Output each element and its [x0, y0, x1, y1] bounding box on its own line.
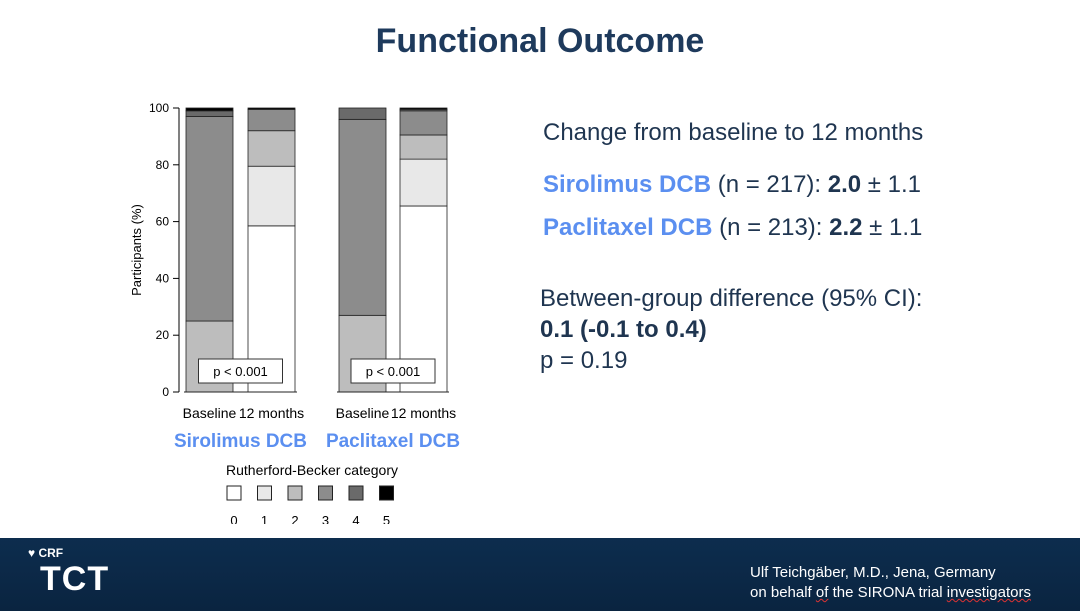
sirolimus-result: Sirolimus DCB (n = 217): 2.0 ± 1.1 [543, 171, 921, 199]
p-value-label-1: p < 0.001 [366, 364, 421, 379]
group-label-1: Paclitaxel DCB [326, 431, 460, 452]
heart-icon: ♥ [28, 546, 36, 560]
author-line-2-inv: investigators [946, 584, 1031, 601]
bar-2-segment-cat-3 [338, 118, 387, 316]
diff-value: 0.1 (-0.1 to 0.4) [540, 316, 707, 343]
y-tick-label-60: 60 [156, 215, 170, 229]
summary-heading: Change from baseline to 12 months [543, 119, 924, 146]
legend-swatch-5 [379, 485, 394, 501]
legend-swatch-0 [226, 485, 242, 501]
author-credit: Ulf Teichgäber, M.D., Jena, Germany on b… [750, 563, 1031, 603]
bar-0-segment-cat-5 [185, 107, 234, 112]
paclitaxel-n: (n = 213): [712, 214, 830, 241]
paclitaxel-name: Paclitaxel DCB [543, 214, 713, 241]
sirolimus-name: Sirolimus DCB [543, 171, 712, 198]
sirolimus-sd: 1.1 [887, 171, 922, 198]
y-tick-label-0: 0 [162, 385, 169, 399]
crf-text: CRF [38, 546, 64, 560]
footer-bar [0, 538, 1080, 611]
bar-1-segment-cat-3 [247, 109, 296, 132]
x-tick-label-3: 12 months [391, 405, 456, 421]
y-tick-label-80: 80 [156, 158, 170, 172]
author-line-2-pre: on behalf [750, 584, 816, 601]
x-tick-label-2: Baseline [336, 405, 390, 421]
paclitaxel-pm: ± [862, 214, 890, 241]
bar-2-segment-cat-4 [338, 107, 387, 120]
p-value-box-1 [350, 358, 436, 384]
legend-label-1: 1 [261, 513, 268, 528]
y-tick-label-40: 40 [156, 271, 170, 285]
group-label-0: Sirolimus DCB [174, 431, 307, 452]
y-tick-label-100: 100 [149, 101, 169, 115]
legend-label-2: 2 [291, 513, 298, 528]
bar-0-segment-cat-3 [185, 116, 234, 322]
legend-swatch-4 [348, 485, 364, 501]
bar-1-segment-cat-5 [247, 107, 296, 110]
paclitaxel-mean: 2.2 [829, 214, 863, 241]
bar-3-segment-cat-2 [399, 134, 448, 160]
crf-logo: ♥ CRF [28, 546, 63, 560]
bar-3-segment-cat-1 [399, 158, 448, 207]
legend-label-0: 0 [230, 513, 237, 528]
sirolimus-n: (n = 217): [711, 171, 828, 198]
page-title: Functional Outcome [375, 22, 705, 60]
author-line-2: on behalf of the SIRONA trial investigat… [750, 583, 1031, 603]
legend-swatch-3 [318, 485, 333, 501]
author-line-2-mid: the SIRONA trial [828, 584, 947, 601]
legend-label-4: 4 [352, 513, 359, 528]
p-value: p = 0.19 [540, 347, 628, 374]
author-line-2-of: of [815, 584, 829, 601]
legend-label-5: 5 [383, 513, 390, 528]
sirolimus-mean: 2.0 [827, 171, 862, 198]
x-tick-label-1: 12 months [239, 405, 304, 421]
author-line-1: Ulf Teichgäber, M.D., Jena, Germany [750, 564, 996, 581]
bar-1-segment-cat-1 [247, 165, 296, 227]
bar-3-segment-cat-3 [399, 110, 448, 136]
p-value-box-0 [198, 358, 283, 384]
sirolimus-pm: ± [861, 171, 888, 198]
bar-3-segment-cat-5 [399, 107, 448, 110]
bar-0-segment-cat-4 [185, 110, 234, 117]
legend-swatch-2 [287, 485, 303, 501]
bar-1-segment-cat-2 [247, 130, 296, 167]
p-value-label-0: p < 0.001 [213, 364, 268, 379]
paclitaxel-result: Paclitaxel DCB (n = 213): 2.2 ± 1.1 [543, 214, 922, 242]
legend-label-3: 3 [322, 513, 329, 528]
tct-logo: TCT [40, 560, 110, 598]
paclitaxel-sd: 1.1 [889, 214, 923, 241]
legend-title: Rutherford-Becker category [226, 462, 398, 478]
y-tick-label-20: 20 [156, 328, 170, 342]
legend-swatch-1 [257, 485, 272, 501]
y-axis-label: Participants (%) [129, 204, 144, 296]
diff-label: Between-group difference (95% CI): [540, 285, 923, 312]
x-tick-label-0: Baseline [183, 405, 237, 421]
